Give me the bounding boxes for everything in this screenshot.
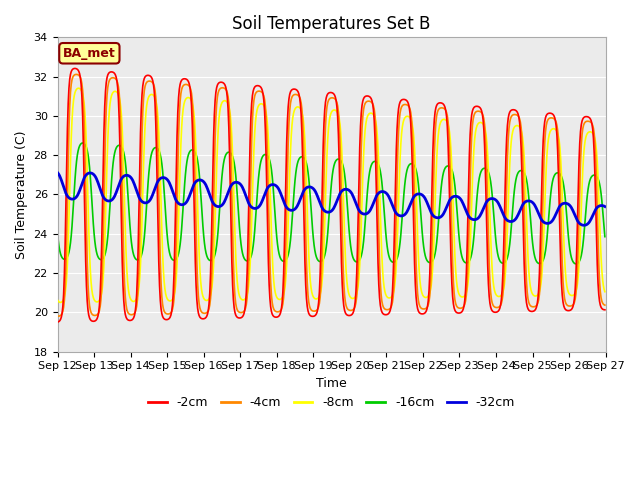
Title: Soil Temperatures Set B: Soil Temperatures Set B: [232, 15, 431, 33]
X-axis label: Time: Time: [316, 377, 347, 390]
Text: BA_met: BA_met: [63, 47, 116, 60]
Legend: -2cm, -4cm, -8cm, -16cm, -32cm: -2cm, -4cm, -8cm, -16cm, -32cm: [143, 391, 520, 414]
Y-axis label: Soil Temperature (C): Soil Temperature (C): [15, 130, 28, 259]
